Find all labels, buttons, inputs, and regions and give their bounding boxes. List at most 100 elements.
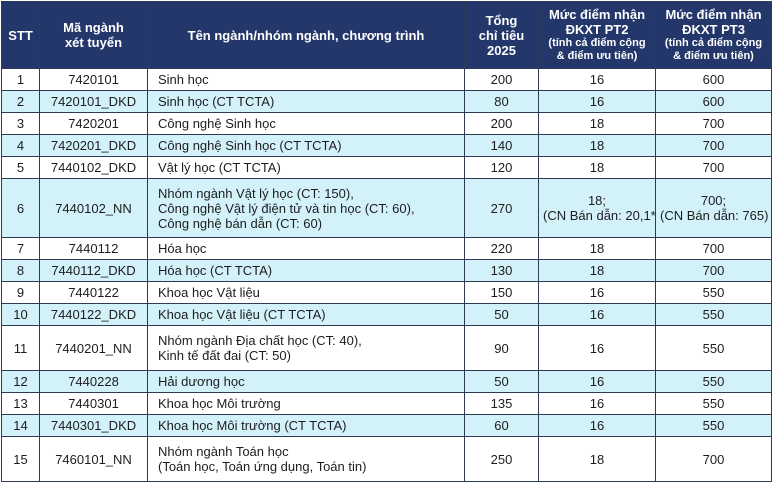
table-row: 2 7420101_DKD Sinh học (CT TCTA) 80 16 600 [1, 90, 772, 113]
cell-pt3-score: 700 [655, 436, 772, 482]
cell-code: 7440228 [39, 370, 148, 393]
cell-code: 7440122_DKD [39, 303, 148, 326]
header-row: STT Mã ngành xét tuyển Tên ngành/nhóm ng… [1, 1, 772, 69]
cell-stt: 2 [1, 90, 40, 113]
cell-code: 7440102_DKD [39, 156, 148, 179]
cell-program-name: Nhóm ngành Vật lý học (CT: 150), Công ngh… [147, 178, 465, 238]
cell-program-name-line: Công nghệ Vật lý điện tử và tin học (CT:… [158, 200, 415, 216]
table-header: STT Mã ngành xét tuyển Tên ngành/nhóm ng… [1, 1, 772, 69]
cell-quota: 250 [464, 436, 539, 482]
cell-pt2-score: 18 [538, 112, 656, 135]
cell-pt2-score-line: 18 [589, 116, 605, 131]
cell-code: 7460101_NN [39, 436, 148, 482]
cell-pt2-score: 18; (CN Bán dẫn: 20,1*) [538, 178, 656, 238]
cell-pt3-score-line: 700 [702, 160, 725, 175]
cell-pt2-score: 16 [538, 392, 656, 415]
cell-pt2-score: 16 [538, 303, 656, 326]
cell-stt: 7 [1, 237, 40, 260]
header-quota-line: 2025 [487, 42, 516, 58]
cell-program-name: Sinh học (CT TCTA) [147, 90, 465, 113]
cell-stt: 9 [1, 281, 40, 304]
cell-stt: 15 [1, 436, 40, 482]
table-row: 1 7420101 Sinh học 200 16 600 [1, 68, 772, 91]
cell-code: 7440112_DKD [39, 259, 148, 282]
header-quota-line: Tổng [485, 12, 518, 28]
cell-pt3-score: 700; (CN Bán dẫn: 765) [655, 178, 772, 238]
cell-pt2-score: 16 [538, 281, 656, 304]
cell-program-name: Vật lý học (CT TCTA) [147, 156, 465, 179]
cell-code: 7440201_NN [39, 325, 148, 371]
cell-stt: 10 [1, 303, 40, 326]
cell-code: 7440301 [39, 392, 148, 415]
cell-program-name-line: Khoa học Môi trường [158, 396, 281, 411]
cell-pt3-score-line: 600 [702, 94, 725, 109]
cell-stt: 13 [1, 392, 40, 415]
cell-quota: 140 [464, 134, 539, 157]
cell-stt: 3 [1, 112, 40, 135]
cell-program-name-line: Công nghệ bán dẫn (CT: 60) [158, 215, 323, 231]
cell-program-name: Khoa học Vật liệu (CT TCTA) [147, 303, 465, 326]
cell-quota: 90 [464, 325, 539, 371]
cell-program-name: Khoa học Vật liệu [147, 281, 465, 304]
header-pt2-note: & điểm ưu tiên) [556, 50, 638, 62]
header-pt3-note: (tính cả điểm cộng [664, 37, 763, 49]
cell-code: 7420101_DKD [39, 90, 148, 113]
header-quota-line: chỉ tiêu [478, 27, 525, 43]
cell-pt3-score: 700 [655, 134, 772, 157]
cell-code: 7440301_DKD [39, 414, 148, 437]
cell-pt3-score-line: 550 [702, 418, 725, 433]
cell-pt2-score: 18 [538, 156, 656, 179]
cell-program-name: Hóa học [147, 237, 465, 260]
cell-stt: 14 [1, 414, 40, 437]
cell-stt: 8 [1, 259, 40, 282]
cell-stt: 6 [1, 178, 40, 238]
cell-program-name: Hải dương học [147, 370, 465, 393]
cell-pt3-score-line: 700 [702, 451, 725, 467]
cell-quota: 200 [464, 68, 539, 91]
header-code: Mã ngành xét tuyển [39, 1, 148, 69]
cell-pt2-score: 16 [538, 90, 656, 113]
cell-pt2-score-line: 16 [589, 418, 605, 433]
cell-pt2-score-line: 18 [589, 160, 605, 175]
cell-program-name: Nhóm ngành Toán học (Toán học, Toán ứng d… [147, 436, 465, 482]
cell-pt3-score-line: 700 [702, 116, 725, 131]
cell-program-name-line: Sinh học [158, 72, 209, 87]
header-pt2: Mức điểm nhận ĐKXT PT2 (tính cả điểm cộn… [538, 1, 656, 69]
cell-program-name: Khoa học Môi trường [147, 392, 465, 415]
cell-quota: 200 [464, 112, 539, 135]
cell-quota: 50 [464, 370, 539, 393]
cell-quota: 60 [464, 414, 539, 437]
cell-pt2-score-line: 16 [589, 307, 605, 322]
cell-program-name-line: Khoa học Vật liệu (CT TCTA) [158, 307, 326, 322]
table-row: 12 7440228 Hải dương học 50 16 550 [1, 370, 772, 393]
cell-program-name: Hóa học (CT TCTA) [147, 259, 465, 282]
table-row: 9 7440122 Khoa học Vật liệu 150 16 550 [1, 281, 772, 304]
cell-pt2-score-line: 18 [589, 138, 605, 153]
cell-pt3-score: 600 [655, 90, 772, 113]
cell-quota: 130 [464, 259, 539, 282]
header-pt3-line: ĐKXT PT3 [682, 22, 745, 37]
cell-pt3-score: 550 [655, 303, 772, 326]
cell-pt3-score-line: 550 [702, 396, 725, 411]
cell-program-name-line: Nhóm ngành Vật lý học (CT: 150), [158, 185, 354, 201]
cell-pt3-score-line: 550 [702, 374, 725, 389]
cell-program-name-line: Công nghệ Sinh học (CT TCTA) [158, 138, 342, 153]
cell-pt3-score-line: (CN Bán dẫn: 765) [660, 208, 769, 223]
table-row: 13 7440301 Khoa học Môi trường 135 16 550 [1, 392, 772, 415]
header-name: Tên ngành/nhóm ngành, chương trình [147, 1, 465, 69]
cell-code: 7420101 [39, 68, 148, 91]
cell-pt3-score: 700 [655, 156, 772, 179]
header-pt2-line: ĐKXT PT2 [565, 22, 629, 37]
cell-pt3-score: 550 [655, 281, 772, 304]
cell-stt: 1 [1, 68, 40, 91]
table-row: 5 7440102_DKD Vật lý học (CT TCTA) 120 18 700 [1, 156, 772, 179]
cell-stt: 12 [1, 370, 40, 393]
cell-code: 7440102_NN [39, 178, 148, 238]
cell-program-name-line: (Toán học, Toán ứng dụng, Toán tin) [158, 459, 367, 474]
cell-program-name-line: Khoa học Vật liệu [158, 285, 260, 300]
cell-program-name: Công nghệ Sinh học [147, 112, 465, 135]
table-row: 3 7420201 Công nghệ Sinh học 200 18 700 [1, 112, 772, 135]
cell-pt3-score-line: 700 [702, 241, 725, 256]
header-code-line: Mã ngành [63, 20, 124, 35]
